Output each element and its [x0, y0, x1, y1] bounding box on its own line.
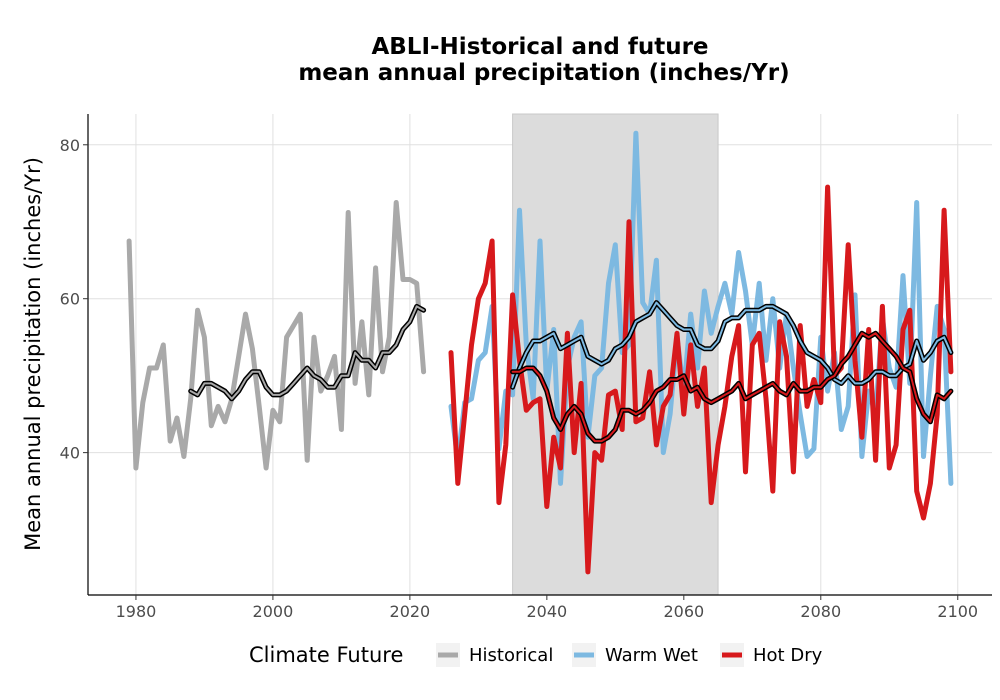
y-tick-label: 80 — [60, 136, 80, 155]
legend-label-historical: Historical — [469, 645, 553, 666]
warm-wet-smooth-line — [511, 301, 952, 389]
chart-title-line-2: mean annual precipitation (inches/Yr) — [298, 60, 789, 86]
chart-title-line-1: ABLI-Historical and future — [371, 34, 708, 60]
x-tick-label: 2020 — [390, 602, 431, 621]
y-tick-label: 60 — [60, 290, 80, 309]
y-axis-label: Mean annual precipitation (inches/Yr) — [21, 157, 45, 551]
x-tick-label: 2040 — [526, 602, 567, 621]
hot-dry-series-line — [448, 184, 954, 575]
x-tick-label: 2080 — [800, 602, 841, 621]
x-tick-label: 1980 — [116, 602, 157, 621]
x-tick-label: 2060 — [663, 602, 704, 621]
shaded-period-band — [512, 113, 719, 596]
y-tick-label: 40 — [60, 444, 80, 463]
historical-smooth-line — [189, 305, 425, 400]
legend-title: Climate Future — [249, 643, 403, 667]
legend-label-warm-wet: Warm Wet — [605, 645, 698, 666]
x-tick-label: 2100 — [937, 602, 978, 621]
hot-dry-smooth-line — [511, 332, 952, 443]
legend: Climate Future Historical Warm Wet Hot Dry — [249, 643, 823, 667]
plot-axes: 1980 2000 2020 2040 2060 2080 2100 40 60 80 — [60, 114, 992, 621]
legend-label-hot-dry: Hot Dry — [753, 645, 823, 666]
x-tick-label: 2000 — [253, 602, 294, 621]
chart-title: ABLI-Historical and future mean annual p… — [298, 34, 789, 86]
historical-series-line — [126, 200, 427, 471]
plot-lines — [126, 130, 954, 575]
